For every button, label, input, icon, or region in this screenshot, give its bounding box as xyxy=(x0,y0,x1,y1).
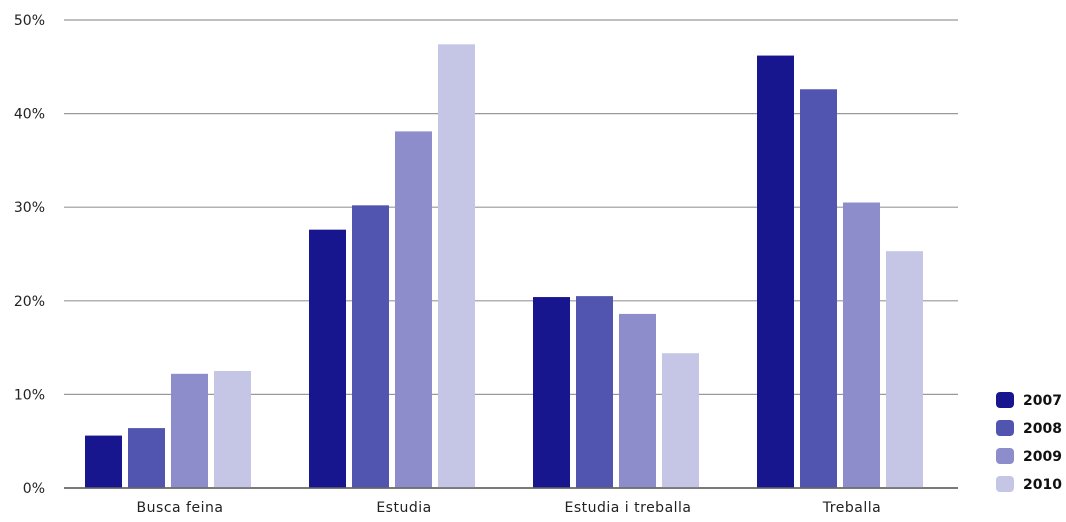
bar-2007 xyxy=(757,55,794,489)
bar-2009 xyxy=(843,202,880,488)
bar-2010 xyxy=(438,44,475,488)
bar-2008 xyxy=(128,428,165,488)
x-category-label: Estudia i treballa xyxy=(564,500,691,516)
y-tick-label: 40% xyxy=(14,107,45,123)
y-tick-label: 20% xyxy=(14,294,45,310)
bar-2008 xyxy=(800,89,837,488)
y-tick-label: 10% xyxy=(14,387,45,403)
bar-2010 xyxy=(214,371,251,488)
bar-2008 xyxy=(352,205,389,488)
legend-label: 2007 xyxy=(1023,393,1062,409)
legend-swatch xyxy=(996,448,1014,464)
bar-2009 xyxy=(171,373,208,488)
bar-2007 xyxy=(533,297,570,488)
x-category-label: Treballa xyxy=(822,500,881,516)
y-tick-label: 30% xyxy=(14,200,45,216)
legend-swatch xyxy=(996,476,1014,492)
bar-2007 xyxy=(309,229,346,488)
x-axis-labels: Busca feina Estudia Estudia i treballa Treb… xyxy=(137,500,881,516)
bars xyxy=(64,44,958,489)
x-category-label: Busca feina xyxy=(137,500,224,516)
legend-label: 2009 xyxy=(1023,449,1062,465)
x-category-label: Estudia xyxy=(376,500,431,516)
legend-label: 2008 xyxy=(1023,421,1062,437)
legend: 2007 2008 2009 2010 xyxy=(996,392,1062,493)
y-axis-ticks: 0% 10% 20% 30% 40% 50% xyxy=(14,13,45,497)
bar-2007 xyxy=(85,435,122,488)
bar-2010 xyxy=(662,353,699,488)
bar-2009 xyxy=(395,131,432,488)
y-tick-label: 0% xyxy=(23,481,45,497)
legend-swatch xyxy=(996,392,1014,408)
bar-2009 xyxy=(619,313,656,488)
legend-swatch xyxy=(996,420,1014,436)
bar-2010 xyxy=(886,251,923,488)
y-tick-label: 50% xyxy=(14,13,45,29)
legend-label: 2010 xyxy=(1023,477,1062,493)
bar-2008 xyxy=(576,296,613,488)
